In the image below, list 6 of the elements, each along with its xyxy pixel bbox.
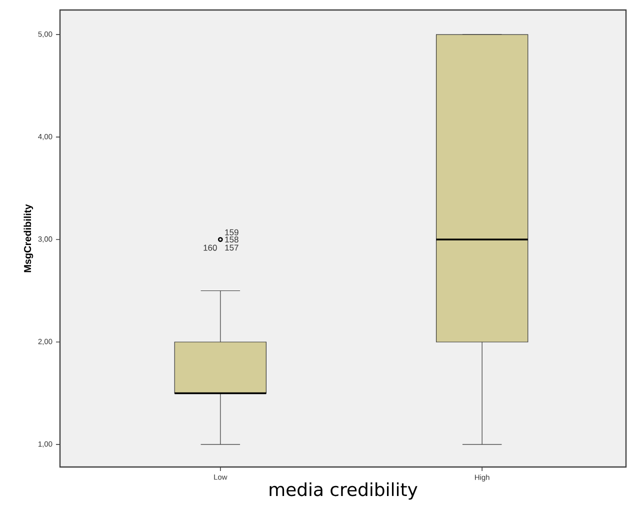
annotation: 157 bbox=[225, 244, 238, 251]
annotation: 159 bbox=[225, 229, 238, 236]
annotation: 158 bbox=[225, 236, 238, 243]
y-axis-title: MsgCredibility bbox=[24, 204, 34, 272]
annotation: 160 bbox=[204, 244, 217, 251]
x-axis-title: media credibility bbox=[270, 482, 418, 500]
